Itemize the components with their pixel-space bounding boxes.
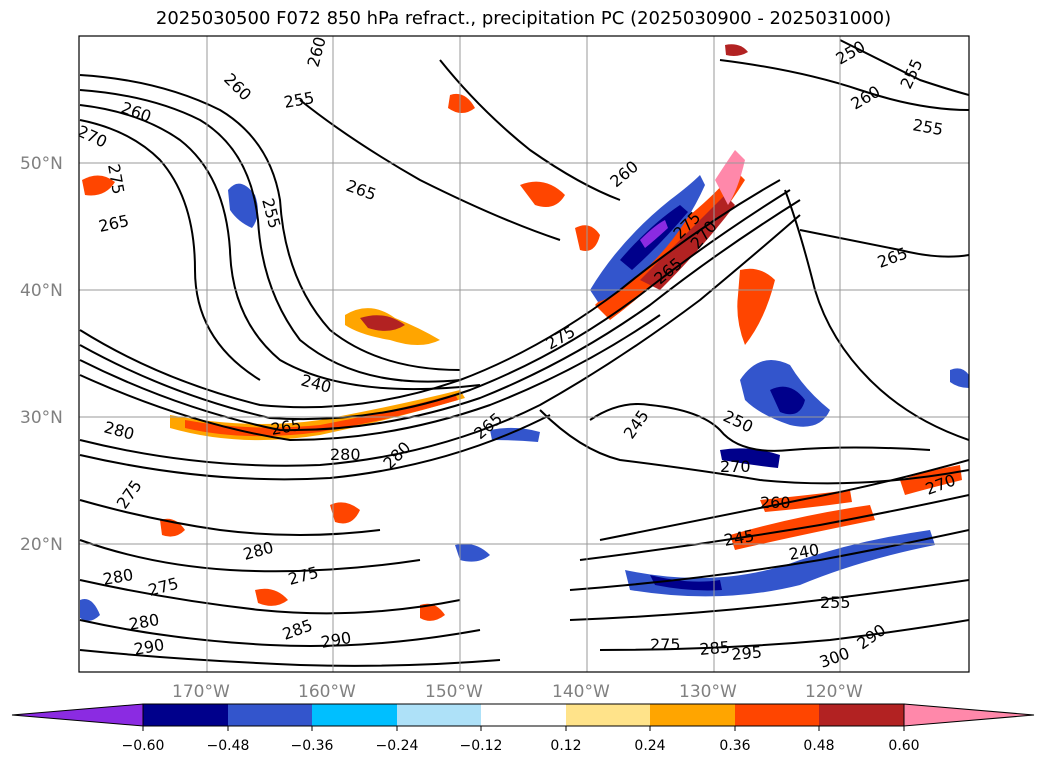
lon-label: 170°W bbox=[172, 682, 230, 702]
colorbar-segment bbox=[819, 704, 904, 726]
precip-region bbox=[900, 465, 962, 495]
precip-region bbox=[737, 268, 775, 345]
colorbar-segment bbox=[312, 704, 397, 726]
contour-label: 260 bbox=[760, 493, 791, 512]
graticule bbox=[79, 36, 969, 672]
colorbar-segment bbox=[735, 704, 819, 726]
precip-region bbox=[80, 599, 100, 621]
precip-region bbox=[255, 588, 288, 606]
precip-region bbox=[420, 603, 445, 621]
colorbar-tick-label: 0.12 bbox=[550, 738, 581, 754]
contour-label: 280 bbox=[330, 445, 361, 464]
precip-region bbox=[330, 502, 360, 524]
precip-region bbox=[82, 175, 115, 196]
precip-region bbox=[720, 448, 780, 468]
lat-label: 20°N bbox=[20, 535, 63, 555]
colorbar-tick-label: −0.12 bbox=[460, 738, 503, 754]
colorbar-tick-label: −0.36 bbox=[291, 738, 334, 754]
contour-label: 270 bbox=[720, 457, 751, 476]
precip-fills bbox=[80, 44, 969, 621]
colorbar-frame bbox=[142, 703, 905, 727]
colorbar-tick-label: 0.36 bbox=[719, 738, 750, 754]
colorbar-tick-label: 0.48 bbox=[803, 738, 834, 754]
colorbar-tick-label: −0.48 bbox=[207, 738, 250, 754]
precip-region bbox=[490, 427, 540, 442]
contour-label: 255 bbox=[820, 593, 851, 612]
colorbar-segment bbox=[566, 704, 650, 726]
lat-label: 40°N bbox=[20, 281, 63, 301]
lon-label: 160°W bbox=[298, 682, 356, 702]
map-border bbox=[78, 35, 970, 673]
longitude-labels: 170°W 160°W 150°W 140°W 130°W 120°W bbox=[172, 682, 863, 702]
colorbar-segment bbox=[650, 704, 735, 726]
map-area bbox=[79, 36, 969, 672]
precip-region bbox=[725, 44, 748, 56]
precip-region bbox=[520, 181, 565, 208]
colorbar-tick-label: 0.60 bbox=[888, 738, 919, 754]
precip-region bbox=[950, 368, 969, 388]
precip-region bbox=[185, 394, 458, 437]
map-title: 2025030500 F072 850 hPa refract., precip… bbox=[155, 8, 892, 29]
colorbar-segment bbox=[143, 704, 228, 726]
colorbar-segment bbox=[481, 704, 566, 726]
colorbar-tick-label: −0.60 bbox=[122, 738, 165, 754]
precip-region bbox=[595, 170, 745, 320]
precip-region bbox=[650, 575, 722, 591]
precip-region bbox=[448, 93, 475, 113]
colorbar: −0.60 −0.48 −0.36 −0.24 −0.12 0.12 0.24 … bbox=[11, 703, 1035, 754]
precip-region bbox=[455, 543, 490, 562]
precip-region bbox=[770, 386, 805, 415]
colorbar-extend-min bbox=[11, 703, 144, 727]
lon-label: 130°W bbox=[679, 682, 737, 702]
precip-region bbox=[715, 150, 745, 205]
colorbar-segment bbox=[397, 704, 481, 726]
precip-region bbox=[640, 220, 668, 248]
lon-label: 140°W bbox=[552, 682, 610, 702]
lat-label: 30°N bbox=[20, 408, 63, 428]
lat-label: 50°N bbox=[20, 154, 63, 174]
precip-region bbox=[760, 490, 852, 512]
contour-label: 295 bbox=[731, 642, 763, 664]
lon-label: 150°W bbox=[425, 682, 483, 702]
colorbar-tick-label: −0.24 bbox=[376, 738, 419, 754]
lon-label: 120°W bbox=[805, 682, 863, 702]
precip-region bbox=[625, 530, 935, 597]
colorbar-extend-max bbox=[903, 703, 1035, 727]
precip-region bbox=[228, 183, 258, 228]
latitude-labels: 50°N 40°N 30°N 20°N bbox=[20, 154, 63, 555]
contour-label: 285 bbox=[699, 637, 731, 659]
colorbar-tick-label: 0.24 bbox=[634, 738, 665, 754]
precip-region bbox=[640, 195, 735, 290]
contour-label: 275 bbox=[650, 635, 681, 654]
colorbar-ticks bbox=[142, 726, 905, 731]
precip-region bbox=[360, 315, 405, 331]
colorbar-segment bbox=[228, 704, 312, 726]
